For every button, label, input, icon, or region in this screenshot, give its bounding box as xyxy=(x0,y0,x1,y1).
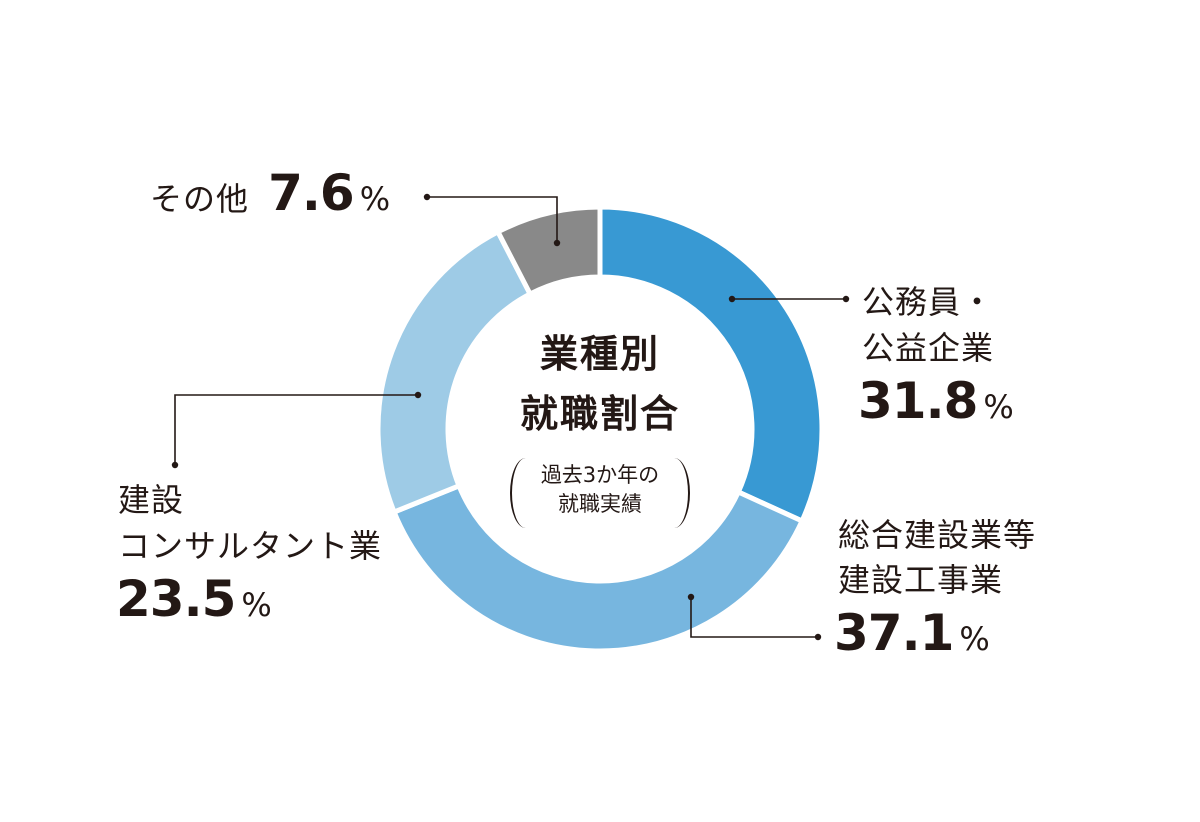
leader-line-sonota xyxy=(427,196,558,243)
leader-line-kensetsu xyxy=(174,394,418,465)
slice-value-sougou-number: 37.1 xyxy=(834,604,954,662)
slice-kensetsu xyxy=(375,228,534,516)
leader-dot xyxy=(553,239,561,247)
leader-dot xyxy=(687,593,695,601)
slice-koumuin xyxy=(597,204,825,525)
slice-sonota xyxy=(494,204,603,298)
leader-lines xyxy=(174,196,846,638)
slice-label-kensetsu-line-1: 建設 xyxy=(118,481,185,519)
slice-label-koumuin-line-1: 公務員・ xyxy=(862,283,995,321)
donut-slices xyxy=(375,204,825,654)
leader-dot xyxy=(423,193,431,201)
leader-dots xyxy=(171,193,850,641)
slice-sougou xyxy=(390,482,806,654)
slice-value-koumuin-number: 31.8 xyxy=(858,372,978,430)
percent-sign: % xyxy=(359,180,391,218)
slice-label-sougou-line-1: 総合建設業等 xyxy=(838,516,1037,554)
leader-dot xyxy=(842,295,850,303)
leader-line-sougou xyxy=(690,597,818,638)
slice-value-koumuin: 31.8% xyxy=(858,372,1014,430)
percent-sign: % xyxy=(241,586,272,624)
chart-note: 過去3か年の 就職実績 xyxy=(510,458,690,528)
slice-label-sonota-text: その他 xyxy=(150,180,250,218)
leader-dot xyxy=(728,295,736,303)
slice-value-sonota-number: 7.6 xyxy=(268,164,355,222)
slice-value-kensetsu-number: 23.5 xyxy=(116,570,236,628)
leader-dot xyxy=(414,391,422,399)
slice-label-sougou-line-2: 建設工事業 xyxy=(838,561,1004,599)
slice-label-koumuin-line-2: 公益企業 xyxy=(862,329,995,367)
slice-label-kensetsu-line-2: コンサルタント業 xyxy=(118,527,383,565)
slice-label-sonota: その他 7.6% xyxy=(150,164,390,222)
leader-dot xyxy=(171,461,179,469)
chart-title-line-1: 業種別 xyxy=(539,332,660,376)
chart-note-line-2: 就職実績 xyxy=(558,492,642,516)
chart-title-line-2: 就職割合 xyxy=(519,392,680,436)
leader-dot xyxy=(814,633,822,641)
percent-sign: % xyxy=(959,620,990,658)
slice-value-sougou: 37.1% xyxy=(834,604,990,662)
chart-note-line-1: 過去3か年の xyxy=(540,463,660,487)
slice-value-kensetsu: 23.5% xyxy=(116,570,272,628)
percent-sign: % xyxy=(983,388,1014,426)
